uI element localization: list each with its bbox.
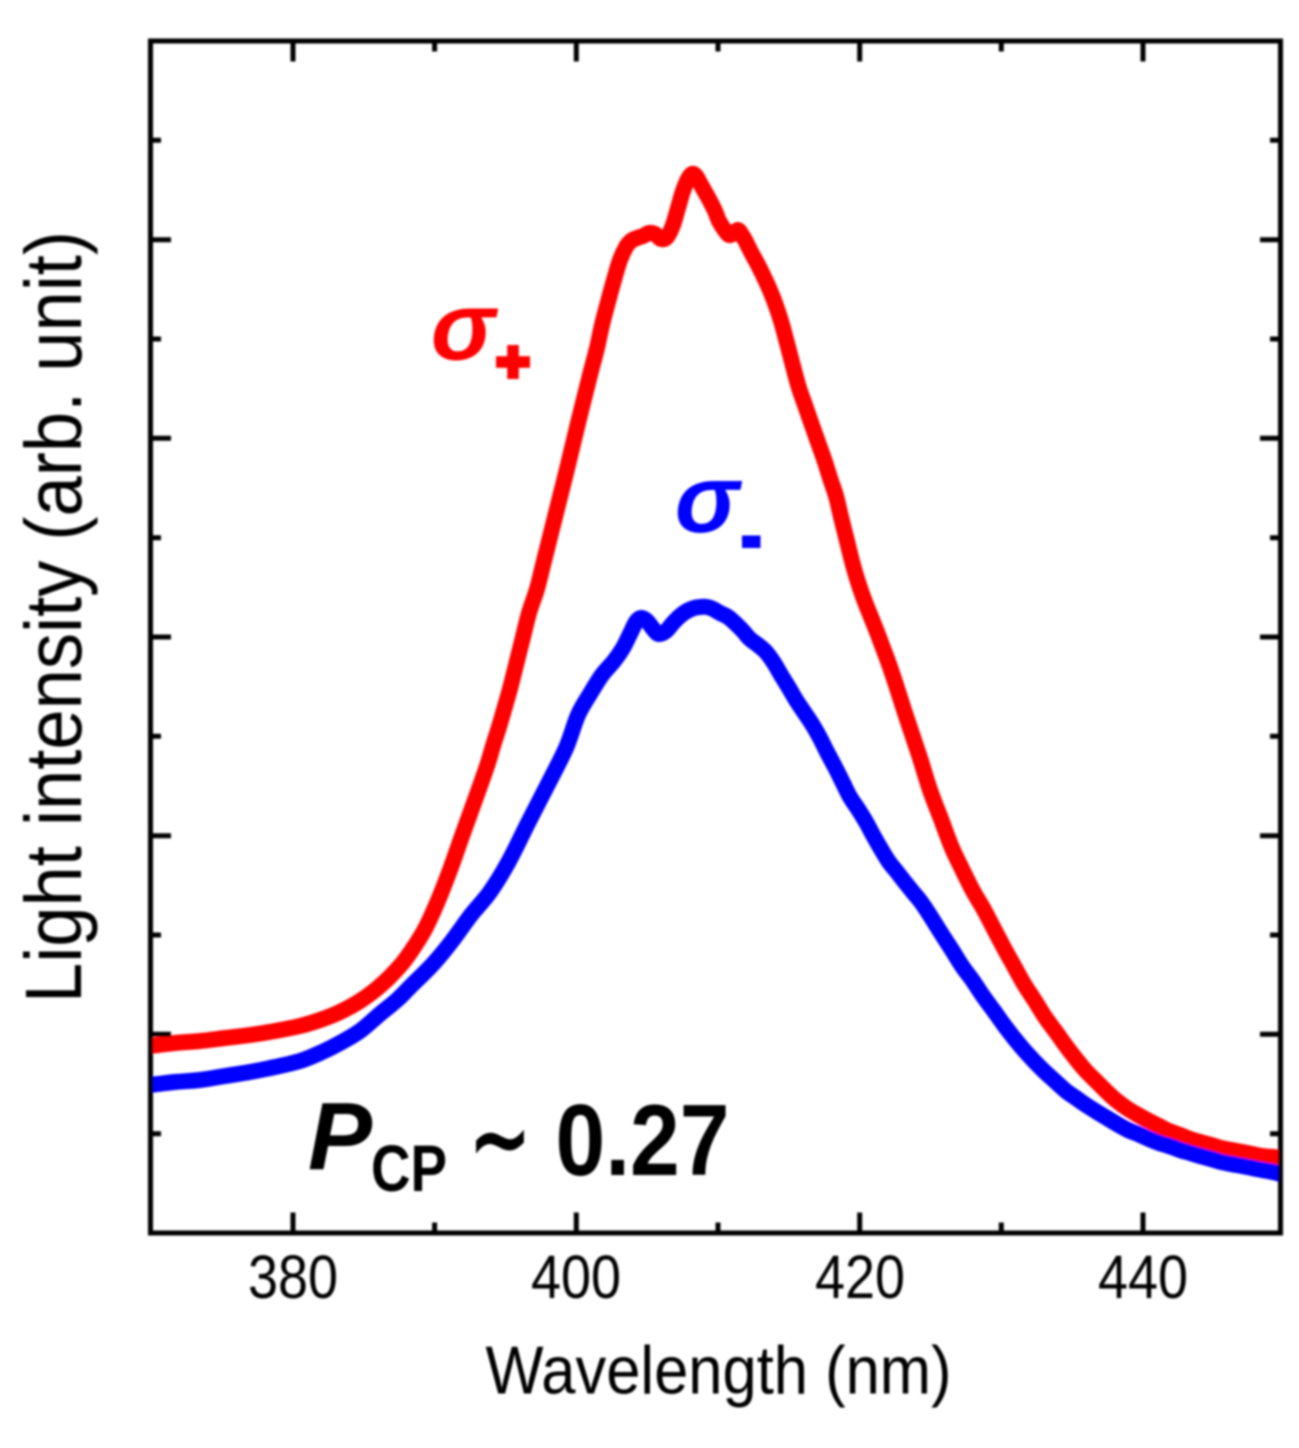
- svg-text:440: 440: [1098, 1243, 1188, 1312]
- svg-text:P: P: [308, 1083, 373, 1190]
- svg-text:Wavelength (nm): Wavelength (nm): [486, 1333, 952, 1409]
- svg-text:σ: σ: [675, 444, 743, 553]
- svg-text:380: 380: [248, 1243, 338, 1312]
- svg-text:Light intensity (arb. unit): Light intensity (arb. unit): [9, 231, 98, 1003]
- svg-text:400: 400: [531, 1243, 621, 1312]
- svg-text:∼: ∼: [470, 1083, 531, 1195]
- svg-text:0.27: 0.27: [556, 1085, 730, 1197]
- svg-text:CP: CP: [371, 1131, 447, 1205]
- svg-text:σ: σ: [431, 272, 499, 381]
- svg-text:420: 420: [815, 1243, 905, 1312]
